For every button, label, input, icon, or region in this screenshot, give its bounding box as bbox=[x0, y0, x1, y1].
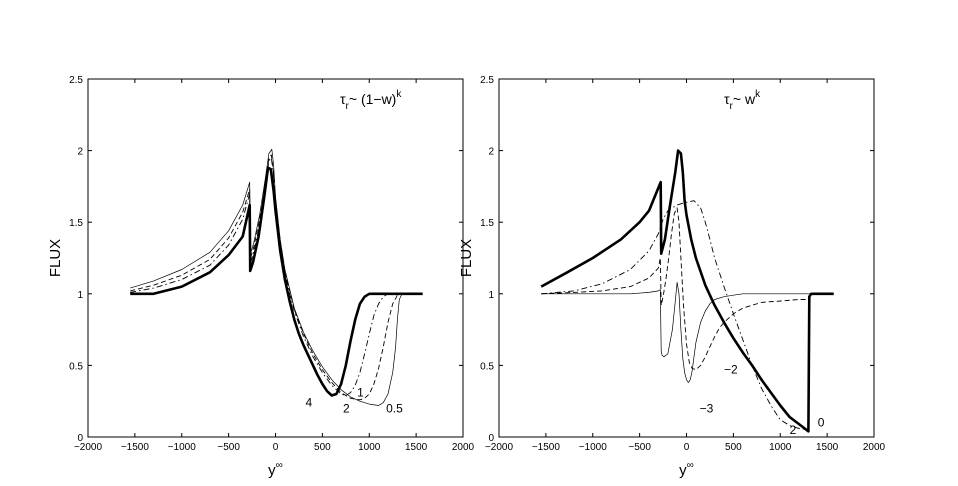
left-xlabel-sup: ∞ bbox=[276, 460, 283, 471]
right-curve-label: −3 bbox=[700, 401, 714, 415]
left-plot-frame bbox=[87, 78, 464, 438]
right-panel-title: τr~ wk bbox=[724, 89, 761, 112]
left-x-tick-labels: −2000 −1500 −1000 −500 0 500 1000 1500 2… bbox=[74, 442, 475, 453]
right-y-tick-label: 2.5 bbox=[480, 75, 494, 86]
left-series-lines bbox=[130, 148, 423, 406]
right-panel: −2000 −1500 −1000 −500 0 500 1000 1500 2… bbox=[458, 75, 886, 479]
left-x-axis-label: y∞ bbox=[268, 460, 283, 479]
right-y-axis-label: FLUX bbox=[458, 239, 475, 277]
left-title-sub: r bbox=[346, 101, 350, 112]
left-curve-annotations: 4 2 1 0.5 bbox=[306, 386, 404, 416]
left-title-rest: ~ (1−w) bbox=[349, 91, 396, 107]
left-x-tick-label: 500 bbox=[314, 442, 331, 453]
right-series-thin-line bbox=[541, 281, 834, 383]
left-x-tick-label: −500 bbox=[217, 442, 240, 453]
left-curve-label: 1 bbox=[357, 386, 364, 400]
right-x-tick-label: 2000 bbox=[863, 442, 886, 453]
right-curve-label: 0 bbox=[818, 416, 825, 430]
right-y-tick-label: 0.5 bbox=[480, 361, 494, 372]
right-x-tick-label: −2000 bbox=[485, 442, 514, 453]
right-curve-label: 2 bbox=[790, 423, 797, 437]
right-x-tick-label: 1500 bbox=[816, 442, 839, 453]
left-x-tick-label: −1500 bbox=[121, 442, 150, 453]
right-x-tick-label: −500 bbox=[628, 442, 651, 453]
right-title-sup: k bbox=[755, 89, 761, 100]
right-y-tick-label: 0 bbox=[488, 433, 494, 444]
right-xlabel-main: y bbox=[679, 462, 687, 479]
right-series-thick-line bbox=[540, 149, 834, 433]
right-xlabel-sup: ∞ bbox=[687, 460, 694, 471]
right-x-tick-label: −1000 bbox=[579, 442, 608, 453]
left-y-tick-label: 0.5 bbox=[69, 361, 83, 372]
right-x-tick-label: 0 bbox=[684, 442, 690, 453]
left-x-tick-label: 1500 bbox=[405, 442, 428, 453]
left-y-tick-labels: 0 0.5 1 1.5 2 2.5 bbox=[69, 75, 83, 444]
right-tick-marks bbox=[498, 78, 875, 438]
left-series-dashed-line bbox=[130, 154, 407, 401]
left-panel: −2000 −1500 −1000 −500 0 500 1000 1500 2… bbox=[47, 75, 475, 479]
left-series-thick-line bbox=[130, 166, 423, 397]
left-tick-marks bbox=[87, 78, 464, 438]
right-title-rest: ~ w bbox=[733, 91, 756, 107]
left-y-tick-label: 0 bbox=[77, 433, 83, 444]
left-panel-title: τr~ (1−w)k bbox=[340, 89, 402, 112]
left-series-thin-line bbox=[130, 148, 407, 406]
right-curve-annotations: −2 −3 2 0 bbox=[700, 363, 825, 437]
left-x-tick-label: −1000 bbox=[168, 442, 197, 453]
left-curve-label: 0.5 bbox=[386, 401, 403, 415]
right-title-main: τ bbox=[724, 91, 730, 107]
left-y-tick-label: 2 bbox=[77, 147, 83, 158]
left-title-sup: k bbox=[396, 89, 402, 100]
left-x-tick-label: 1000 bbox=[358, 442, 381, 453]
right-curve-label: −2 bbox=[724, 363, 738, 377]
left-y-tick-label: 2.5 bbox=[69, 75, 83, 86]
left-xlabel-main: y bbox=[268, 462, 276, 479]
left-y-tick-label: 1.5 bbox=[69, 218, 83, 229]
left-x-tick-label: 2000 bbox=[452, 442, 475, 453]
right-plot-frame bbox=[498, 78, 875, 438]
right-x-axis-label: y∞ bbox=[679, 460, 694, 479]
right-series-dashdot-line bbox=[541, 200, 809, 431]
right-y-tick-labels: 0 0.5 1 1.5 2 2.5 bbox=[480, 75, 494, 444]
left-series-dashdot-line bbox=[130, 157, 407, 396]
left-curve-label: 2 bbox=[343, 401, 350, 415]
right-series-lines bbox=[540, 149, 834, 433]
right-title-sub: r bbox=[730, 101, 734, 112]
right-y-tick-label: 1 bbox=[488, 290, 494, 301]
left-title-main: τ bbox=[340, 91, 346, 107]
right-x-tick-label: 1000 bbox=[769, 442, 792, 453]
right-x-tick-label: 500 bbox=[725, 442, 742, 453]
right-y-tick-label: 1.5 bbox=[480, 218, 494, 229]
right-y-tick-label: 2 bbox=[488, 147, 494, 158]
left-y-axis-label: FLUX bbox=[47, 239, 64, 277]
left-x-tick-label: 0 bbox=[273, 442, 279, 453]
left-x-tick-label: −2000 bbox=[74, 442, 103, 453]
right-x-tick-label: −1500 bbox=[532, 442, 561, 453]
right-series-dashed-line bbox=[541, 207, 809, 371]
right-x-tick-labels: −2000 −1500 −1000 −500 0 500 1000 1500 2… bbox=[485, 442, 886, 453]
left-y-tick-label: 1 bbox=[77, 290, 83, 301]
left-curve-label: 4 bbox=[306, 396, 313, 410]
